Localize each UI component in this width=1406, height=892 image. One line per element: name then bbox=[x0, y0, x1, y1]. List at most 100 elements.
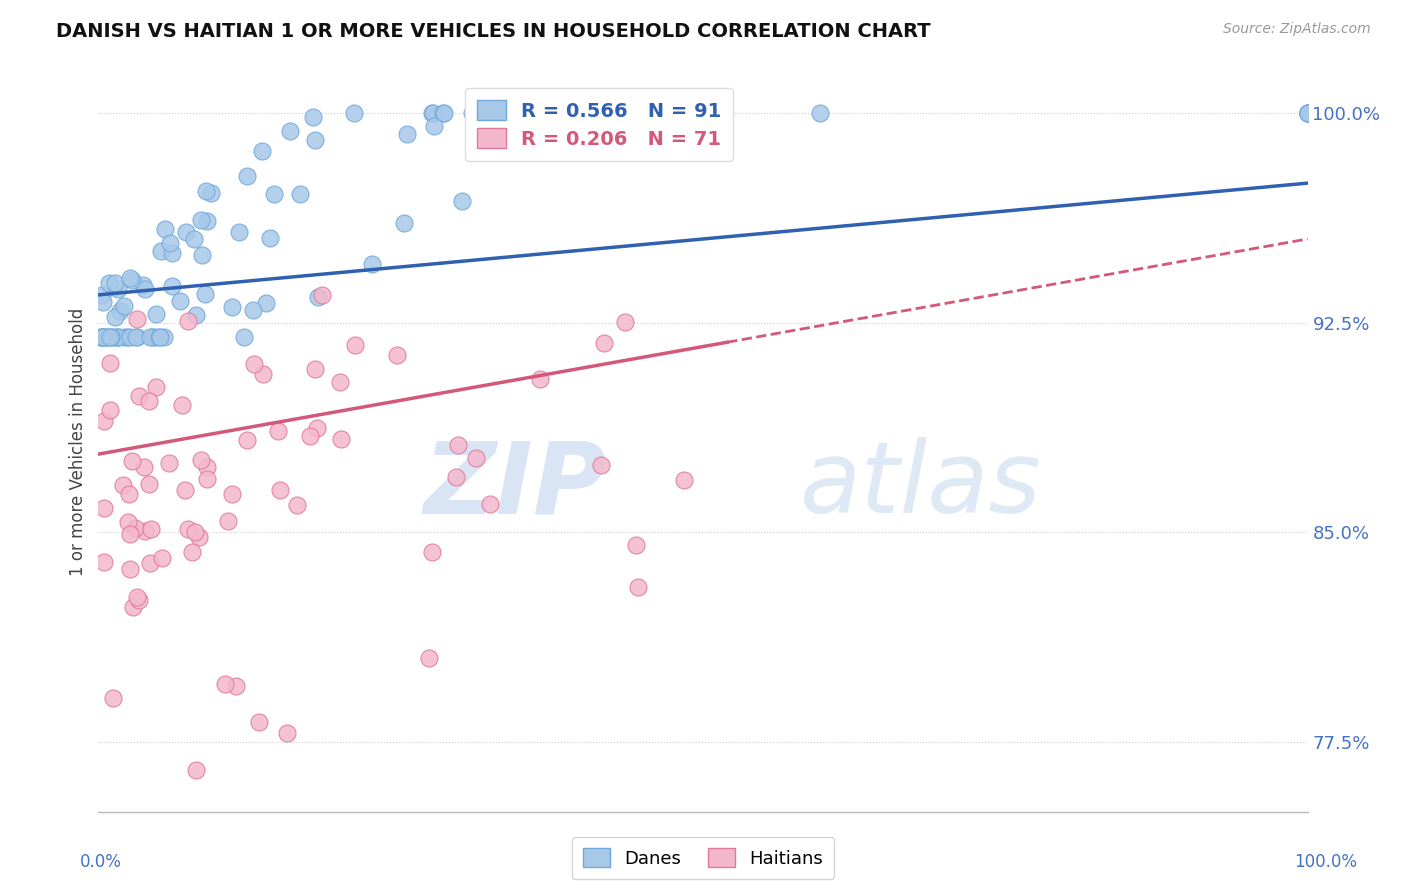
Point bbox=[128, 389, 150, 403]
Point bbox=[118, 271, 141, 285]
Point bbox=[162, 245, 184, 260]
Point bbox=[153, 330, 176, 344]
Point bbox=[190, 453, 212, 467]
Point bbox=[270, 483, 292, 498]
Point bbox=[184, 524, 207, 539]
Point bbox=[418, 651, 440, 665]
Point bbox=[254, 296, 277, 310]
Point bbox=[288, 187, 311, 202]
Point bbox=[627, 580, 650, 594]
Point bbox=[93, 555, 115, 569]
Point bbox=[236, 169, 259, 183]
Point bbox=[188, 530, 211, 544]
Point bbox=[422, 106, 444, 120]
Point bbox=[112, 478, 135, 492]
Point bbox=[387, 348, 409, 362]
Point bbox=[432, 106, 454, 120]
Point bbox=[311, 288, 333, 302]
Point bbox=[91, 330, 114, 344]
Point bbox=[395, 127, 418, 141]
Point bbox=[121, 454, 143, 468]
Point bbox=[486, 106, 509, 120]
Point bbox=[139, 330, 162, 344]
Point bbox=[177, 522, 200, 536]
Point bbox=[433, 106, 456, 120]
Point bbox=[149, 330, 172, 344]
Point bbox=[447, 438, 470, 452]
Point bbox=[672, 473, 695, 487]
Point bbox=[138, 394, 160, 409]
Point bbox=[104, 310, 127, 324]
Point bbox=[444, 470, 467, 484]
Point bbox=[583, 106, 606, 120]
Point bbox=[1296, 106, 1319, 120]
Point bbox=[91, 294, 114, 309]
Point bbox=[127, 330, 149, 344]
Point bbox=[141, 522, 163, 536]
Point bbox=[276, 726, 298, 740]
Point bbox=[624, 538, 647, 552]
Point bbox=[124, 330, 146, 344]
Point bbox=[143, 330, 166, 344]
Point bbox=[120, 526, 142, 541]
Point bbox=[134, 524, 156, 538]
Point bbox=[221, 300, 243, 314]
Point bbox=[177, 314, 200, 328]
Point bbox=[195, 184, 218, 198]
Point bbox=[267, 424, 290, 438]
Point bbox=[90, 330, 112, 344]
Point bbox=[122, 600, 145, 615]
Point bbox=[304, 361, 326, 376]
Point bbox=[243, 357, 266, 371]
Point bbox=[127, 591, 149, 605]
Point bbox=[117, 515, 139, 529]
Point bbox=[139, 556, 162, 570]
Point bbox=[302, 110, 325, 124]
Text: DANISH VS HAITIAN 1 OR MORE VEHICLES IN HOUSEHOLD CORRELATION CHART: DANISH VS HAITIAN 1 OR MORE VEHICLES IN … bbox=[56, 22, 931, 41]
Point bbox=[96, 330, 118, 344]
Text: 0.0%: 0.0% bbox=[80, 853, 122, 871]
Point bbox=[236, 433, 259, 447]
Point bbox=[461, 106, 484, 120]
Text: ZIP: ZIP bbox=[423, 437, 606, 534]
Point bbox=[128, 592, 150, 607]
Point bbox=[112, 299, 135, 313]
Point bbox=[278, 124, 301, 138]
Point bbox=[98, 330, 121, 344]
Point bbox=[107, 282, 129, 296]
Point bbox=[174, 225, 197, 239]
Point bbox=[250, 145, 273, 159]
Point bbox=[697, 106, 720, 120]
Point bbox=[101, 330, 124, 344]
Point bbox=[125, 312, 148, 326]
Point bbox=[183, 231, 205, 245]
Point bbox=[93, 414, 115, 428]
Point bbox=[145, 307, 167, 321]
Point bbox=[1296, 106, 1319, 120]
Point bbox=[259, 231, 281, 245]
Point bbox=[605, 106, 627, 120]
Point bbox=[307, 290, 329, 304]
Text: Source: ZipAtlas.com: Source: ZipAtlas.com bbox=[1223, 22, 1371, 37]
Point bbox=[613, 315, 636, 329]
Point bbox=[214, 677, 236, 691]
Point bbox=[186, 763, 208, 777]
Point bbox=[145, 380, 167, 394]
Point bbox=[93, 501, 115, 516]
Point bbox=[104, 277, 127, 291]
Point bbox=[114, 330, 136, 344]
Point bbox=[124, 521, 146, 535]
Point bbox=[141, 330, 163, 344]
Point bbox=[160, 278, 183, 293]
Point bbox=[132, 459, 155, 474]
Point bbox=[808, 106, 831, 120]
Point bbox=[118, 486, 141, 500]
Point bbox=[108, 304, 131, 318]
Point bbox=[1296, 106, 1319, 120]
Text: 100.0%: 100.0% bbox=[1294, 853, 1357, 871]
Point bbox=[134, 282, 156, 296]
Point bbox=[420, 106, 443, 120]
Point bbox=[344, 338, 367, 352]
Point bbox=[96, 330, 118, 344]
Point bbox=[97, 276, 120, 290]
